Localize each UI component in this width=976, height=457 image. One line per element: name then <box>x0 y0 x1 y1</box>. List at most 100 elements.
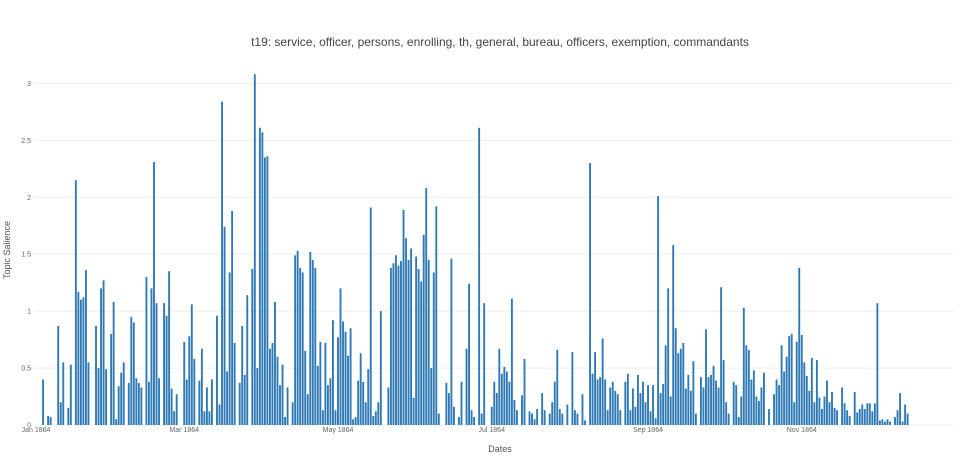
bar <box>205 387 208 425</box>
bar <box>894 417 896 425</box>
bar <box>820 409 823 425</box>
bar <box>788 336 791 425</box>
bar <box>337 337 339 425</box>
bar <box>334 410 337 425</box>
bar <box>100 288 102 425</box>
bar <box>843 403 846 425</box>
bar <box>536 409 539 425</box>
bar <box>127 382 130 425</box>
y-tick-label: 2.5 <box>21 138 31 145</box>
bar <box>599 377 602 425</box>
bar <box>760 387 763 425</box>
bar <box>415 256 418 425</box>
bar <box>223 226 226 425</box>
bar <box>155 303 158 425</box>
bar <box>354 417 357 425</box>
bar <box>193 358 196 425</box>
bar <box>831 391 833 425</box>
bar <box>795 341 798 425</box>
bar <box>211 379 213 425</box>
bar <box>677 353 680 425</box>
bar <box>473 417 476 425</box>
bar <box>321 410 324 425</box>
bar <box>256 368 259 425</box>
bar <box>231 210 234 425</box>
bar <box>493 381 496 425</box>
bar <box>420 281 423 425</box>
x-tick-label: Mar 1864 <box>169 427 199 434</box>
bar <box>609 387 612 425</box>
bar <box>707 377 710 425</box>
bar <box>896 410 899 425</box>
bar <box>95 325 97 425</box>
bar <box>531 413 534 425</box>
bar <box>654 418 657 425</box>
bar <box>478 127 481 426</box>
bar <box>614 390 617 425</box>
bar <box>836 410 838 425</box>
bar <box>480 413 483 425</box>
bar <box>684 388 687 425</box>
bar <box>79 299 82 425</box>
bar <box>735 385 738 425</box>
bar <box>652 385 654 425</box>
bar <box>783 371 786 425</box>
bar <box>561 413 564 425</box>
bar <box>132 322 135 425</box>
bar <box>541 393 544 425</box>
bar <box>581 394 584 425</box>
bar <box>271 343 274 425</box>
bar <box>407 259 410 425</box>
bar <box>805 376 808 425</box>
bar <box>694 413 697 425</box>
bar <box>667 288 670 425</box>
bar <box>644 402 647 425</box>
bar <box>344 331 347 425</box>
bar <box>846 410 849 425</box>
bar <box>757 401 760 425</box>
bar <box>773 394 775 425</box>
bar <box>679 348 682 425</box>
bar <box>642 381 644 425</box>
bar <box>717 387 720 425</box>
bar <box>500 373 503 425</box>
bar <box>687 374 690 425</box>
bar <box>712 365 715 425</box>
x-tick-label: May 1864 <box>323 427 354 434</box>
bar <box>626 373 629 425</box>
bar <box>130 316 133 425</box>
y-tick-label: 1.5 <box>21 252 31 259</box>
bar <box>410 248 413 425</box>
bar <box>778 385 781 425</box>
y-axis-label: Topic Salience <box>2 221 12 279</box>
bar <box>392 263 395 425</box>
bar <box>105 369 108 425</box>
bar <box>165 315 168 425</box>
bar <box>553 381 556 425</box>
bar <box>768 409 770 425</box>
bar <box>886 419 889 425</box>
bar <box>662 384 665 425</box>
bar <box>286 387 289 425</box>
bar <box>785 356 788 425</box>
bar <box>135 378 138 425</box>
bar <box>452 406 455 425</box>
bar <box>395 255 397 425</box>
bar <box>427 259 430 425</box>
bar <box>629 410 632 425</box>
bar <box>281 364 284 425</box>
bar <box>747 349 750 425</box>
bar <box>884 421 886 425</box>
bar <box>276 356 279 425</box>
bar <box>725 402 728 425</box>
bar <box>904 404 907 425</box>
bar <box>163 303 166 425</box>
bar <box>750 379 753 425</box>
bar <box>387 387 390 425</box>
bar <box>47 415 50 425</box>
bar <box>372 415 375 425</box>
bar <box>301 272 304 425</box>
bar <box>112 302 115 425</box>
bar <box>674 328 677 425</box>
bar <box>636 374 639 425</box>
